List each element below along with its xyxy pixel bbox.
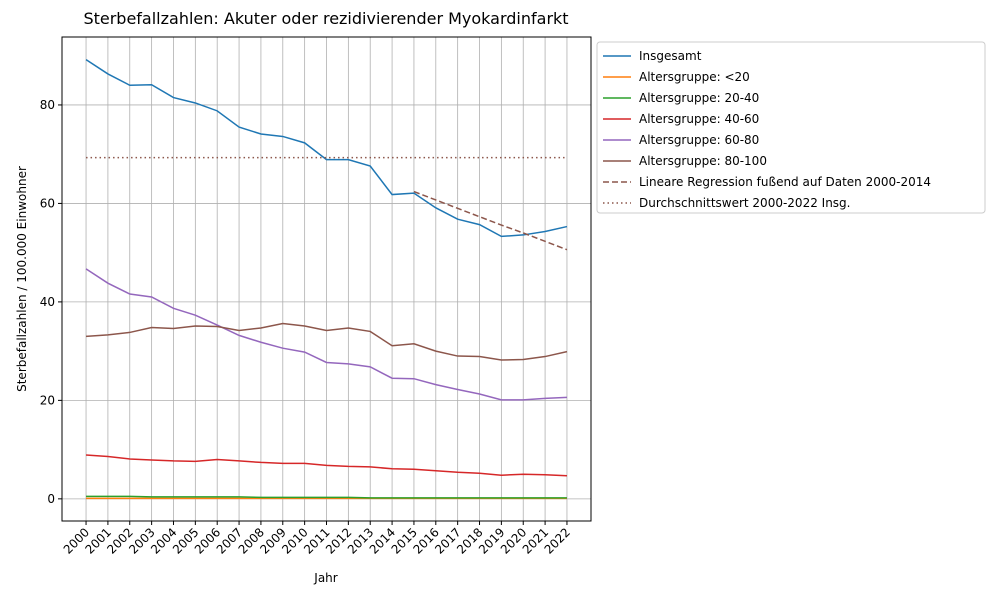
chart-title: Sterbefallzahlen: Akuter oder rezidivier…: [83, 9, 568, 28]
x-tick-label: 2022: [542, 525, 573, 556]
x-axis-label: Jahr: [313, 571, 337, 585]
legend-label: Altersgruppe: <20: [639, 70, 750, 84]
legend-label: Insgesamt: [639, 49, 702, 63]
series-line: [86, 495, 567, 499]
y-tick-label: 0: [47, 492, 55, 506]
legend-label: Durchschnittswert 2000-2022 Insg.: [639, 196, 850, 210]
series-line: [85, 322, 568, 361]
y-axis-label: Sterbefallzahlen / 100.000 Einwohner: [15, 166, 29, 392]
series-line: [85, 454, 567, 477]
series-line: [85, 268, 567, 401]
legend-label: Lineare Regression fußend auf Daten 2000…: [639, 175, 931, 189]
legend-label: Altersgruppe: 40-60: [639, 112, 759, 126]
y-tick-label: 20: [40, 393, 55, 407]
y-tick-label: 80: [40, 98, 55, 112]
plot-frame: [61, 36, 592, 522]
y-tick-label: 60: [40, 196, 55, 210]
series-line: [413, 190, 568, 251]
legend-label: Altersgruppe: 20-40: [639, 91, 759, 105]
legend-label: Altersgruppe: 60-80: [639, 133, 759, 147]
legend-box: [596, 41, 986, 214]
legend-label: Altersgruppe: 80-100: [639, 154, 767, 168]
series-line: [85, 59, 568, 238]
y-tick-label: 40: [40, 295, 55, 309]
